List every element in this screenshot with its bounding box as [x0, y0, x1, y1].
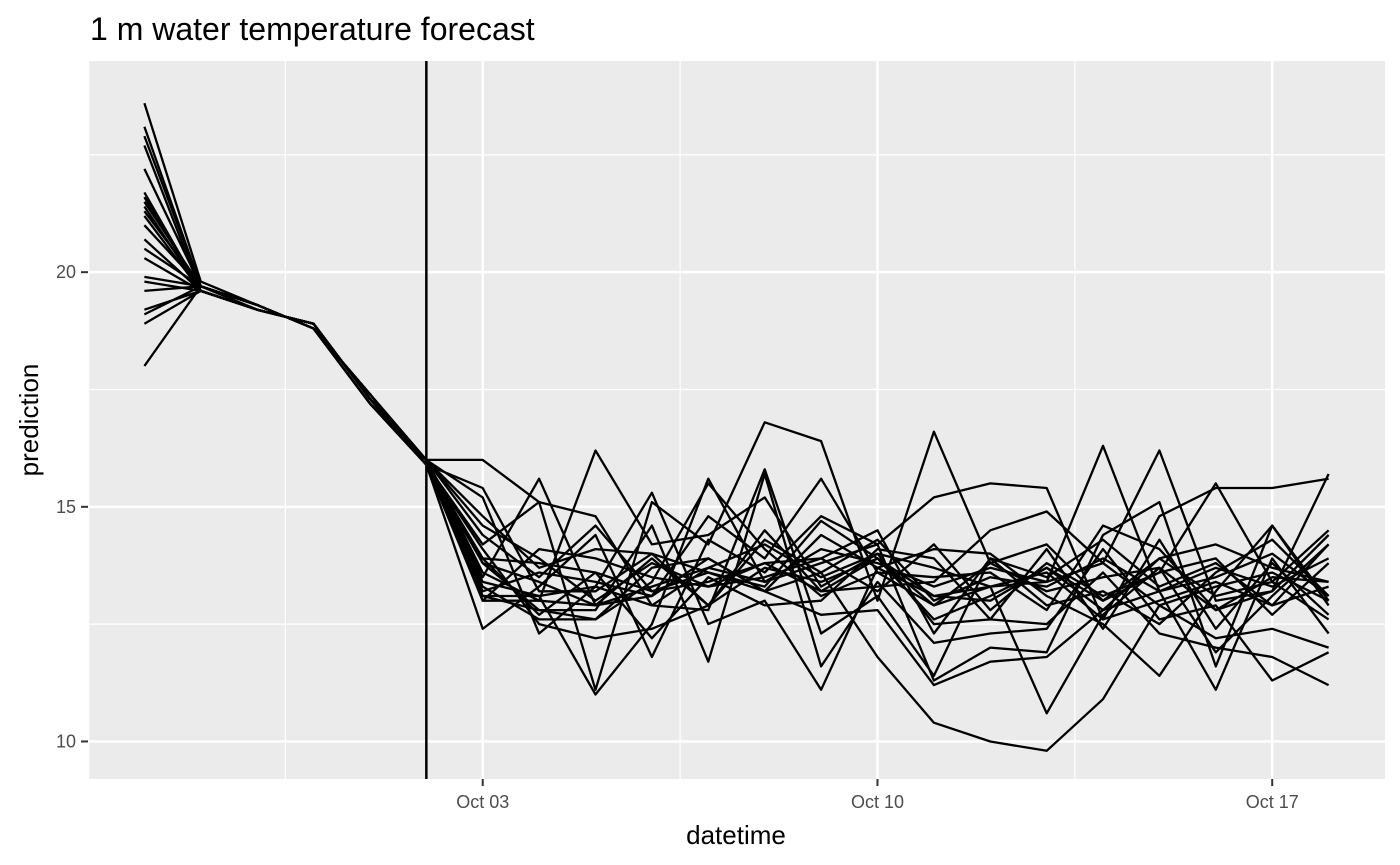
x-tick-label: Oct 03: [456, 792, 509, 812]
y-axis: 10 15 20: [56, 262, 88, 751]
minor-gridlines: [88, 61, 1385, 779]
x-tick-label: Oct 10: [851, 792, 904, 812]
x-axis: Oct 03 Oct 10 Oct 17: [456, 779, 1299, 812]
y-tick-label: 10: [56, 731, 76, 751]
series-line-19: [143, 285, 1329, 752]
major-gridlines: [86, 61, 1385, 779]
plot-panel: [88, 61, 1385, 779]
x-tick-label: Oct 17: [1246, 792, 1299, 812]
series-lines: [143, 102, 1330, 752]
y-tick-label: 20: [56, 262, 76, 282]
series-line-22: [143, 196, 1329, 602]
chart-title: 1 m water temperature forecast: [90, 11, 535, 47]
y-axis-title: prediction: [14, 364, 44, 477]
y-tick-label: 15: [56, 497, 76, 517]
x-axis-title: datetime: [686, 820, 786, 850]
